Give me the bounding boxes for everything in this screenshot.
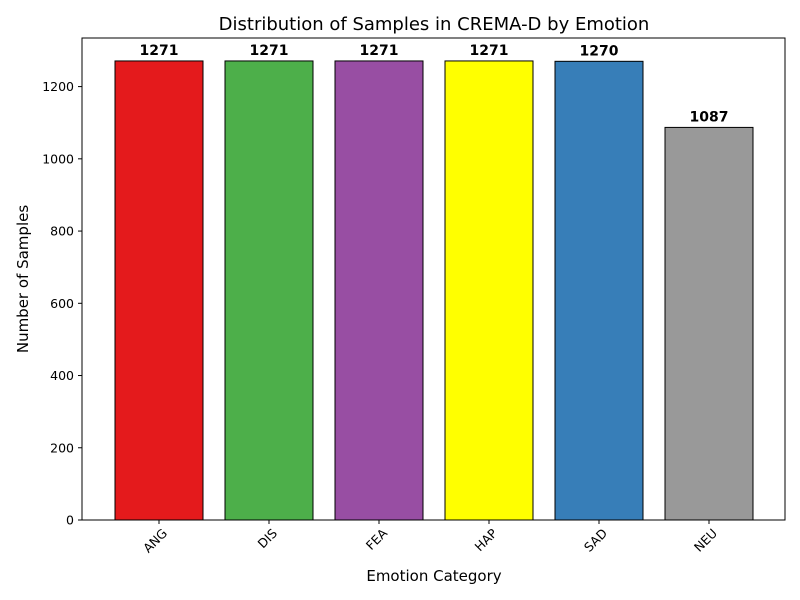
- x-tick-label-sad: SAD: [581, 526, 610, 555]
- x-tick-label-hap: HAP: [471, 525, 500, 554]
- bar-neu: [664, 126, 754, 521]
- value-label-neu: 1087: [690, 109, 729, 125]
- value-label-ang: 1271: [140, 43, 179, 59]
- x-tick-label-neu: NEU: [691, 526, 720, 555]
- x-tick-label-ang: ANG: [140, 526, 170, 556]
- bar-ang: [114, 60, 204, 521]
- bar-fea: [334, 60, 424, 521]
- x-tick-label-fea: FEA: [363, 525, 391, 553]
- bars-group: [114, 60, 754, 521]
- value-label-sad: 1270: [580, 43, 619, 59]
- y-tick-label-0: 0: [66, 513, 74, 528]
- bar-hap: [444, 60, 534, 521]
- value-label-hap: 1271: [470, 43, 509, 59]
- y-tick-label-400: 400: [50, 368, 74, 383]
- bar-dis: [224, 60, 314, 521]
- y-tick-label-600: 600: [50, 296, 74, 311]
- value-labels-group: 1271 1271 1271 1271 1270 1087: [140, 43, 729, 125]
- y-tick-label-200: 200: [50, 440, 74, 455]
- value-label-fea: 1271: [360, 43, 399, 59]
- x-axis: ANG DIS FEA HAP SAD NEU: [140, 520, 720, 556]
- y-axis: 0 200 400 600 800 1000 1200: [42, 79, 82, 528]
- plot-frame: [81, 37, 786, 521]
- value-label-dis: 1271: [250, 43, 289, 59]
- y-tick-label-800: 800: [50, 224, 74, 239]
- y-axis-label: Number of Samples: [14, 205, 32, 353]
- bar-sad: [554, 60, 644, 521]
- y-tick-label-1000: 1000: [42, 151, 74, 166]
- chart-title: Distribution of Samples in CREMA-D by Em…: [219, 14, 650, 35]
- x-axis-label: Emotion Category: [366, 567, 501, 585]
- x-tick-label-dis: DIS: [254, 525, 280, 551]
- y-tick-label-1200: 1200: [42, 79, 74, 94]
